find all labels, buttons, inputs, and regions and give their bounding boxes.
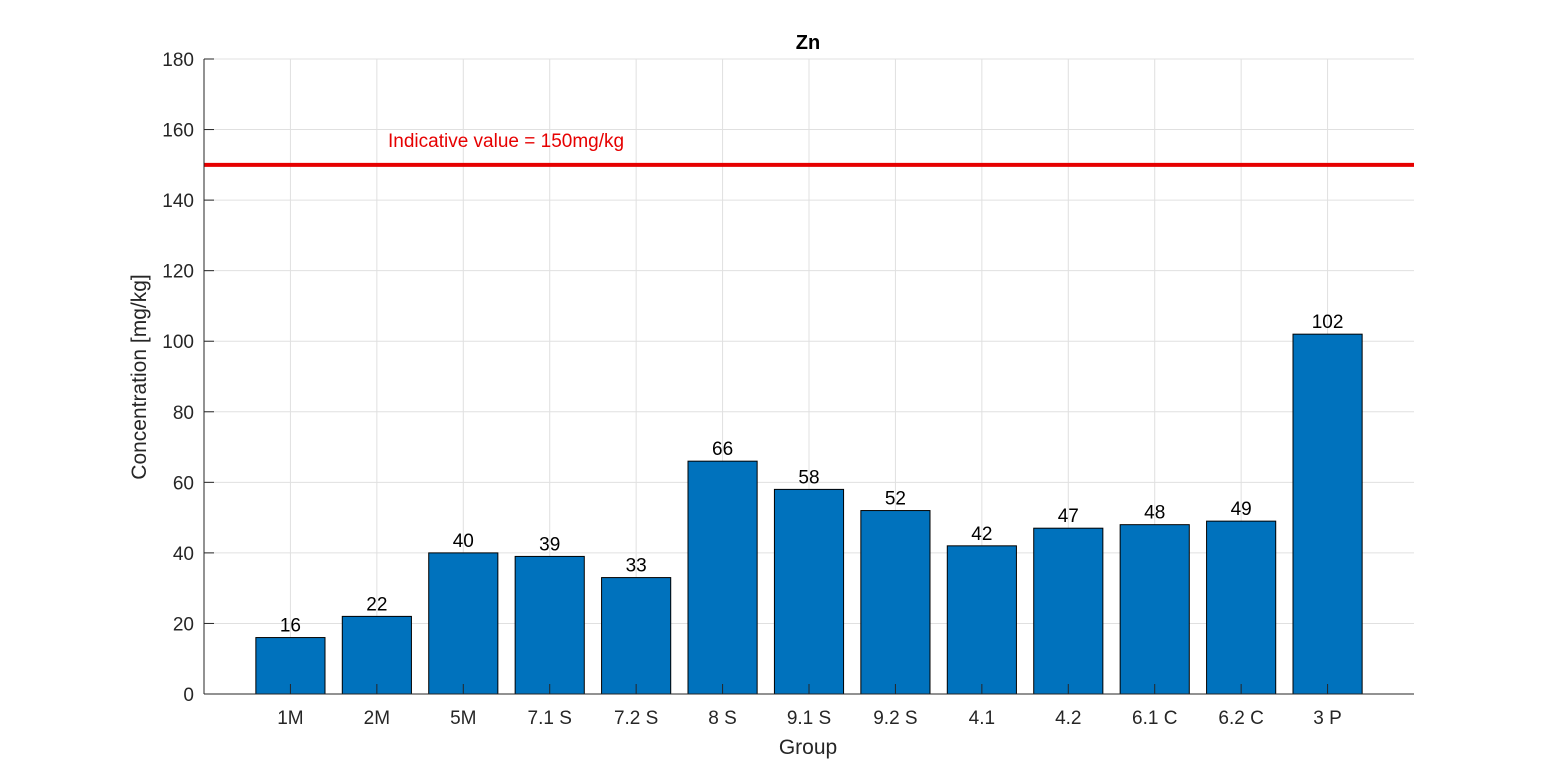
y-tick-label-4: 80 [173, 403, 194, 424]
x-tick-label-0: 1M [277, 708, 303, 729]
data-label-10: 48 [1144, 503, 1165, 524]
x-tick-label-12: 3 P [1313, 708, 1342, 729]
x-tick-label-11: 6.2 C [1218, 708, 1263, 729]
chart-title: Zn [796, 32, 820, 54]
bar-9 [1033, 527, 1104, 695]
reference-line-label: Indicative value = 150mg/kg [388, 131, 624, 152]
data-label-2: 40 [453, 531, 474, 552]
reference-line-group: Indicative value = 150mg/kg [204, 131, 1414, 167]
bar-1 [341, 615, 412, 695]
x-tick-label-10: 6.1 C [1132, 708, 1177, 729]
y-tick-label-5: 100 [162, 332, 194, 353]
x-axis-label: Group [779, 736, 837, 759]
x-tick-label-3: 7.1 S [528, 708, 572, 729]
bar-4 [601, 577, 672, 695]
bar-11 [1206, 520, 1277, 695]
y-tick-label-8: 160 [162, 121, 194, 142]
bar-7 [860, 510, 931, 695]
bar-2 [428, 552, 499, 695]
y-tick-label-9: 180 [162, 50, 194, 71]
x-tick-label-5: 8 S [708, 708, 737, 729]
bar-5 [687, 460, 758, 695]
bar-3 [514, 555, 585, 695]
bar-12 [1292, 333, 1363, 695]
data-label-6: 58 [798, 467, 819, 488]
data-label-8: 42 [971, 524, 992, 545]
data-labels: 16 22 40 39 33 66 58 52 42 47 48 49 102 [280, 312, 1344, 636]
data-label-9: 47 [1058, 506, 1079, 527]
y-tick-label-6: 120 [162, 262, 194, 283]
x-tick-label-6: 9.1 S [787, 708, 831, 729]
bars [255, 333, 1363, 695]
x-tick-label-7: 9.2 S [873, 708, 917, 729]
x-tick-label-1: 2M [364, 708, 390, 729]
bar-6 [773, 488, 845, 695]
y-tick-label-0: 0 [183, 685, 194, 706]
data-label-5: 66 [712, 439, 733, 460]
data-label-0: 16 [280, 616, 301, 637]
data-label-3: 39 [539, 534, 560, 555]
axes: 0 20 40 60 80 100 120 140 160 180 1M 2M 5M 7.1 S 7.2 S… [162, 50, 1414, 729]
data-label-12: 102 [1312, 312, 1344, 333]
data-label-1: 22 [366, 594, 387, 615]
y-axis-label: Concentration [mg/kg] [128, 274, 151, 479]
data-label-7: 52 [885, 489, 906, 510]
bar-10 [1119, 524, 1190, 695]
x-tick-label-9: 4.2 [1055, 708, 1081, 729]
y-tick-label-1: 20 [173, 614, 194, 635]
y-tick-label-2: 40 [173, 544, 194, 565]
data-label-11: 49 [1231, 499, 1252, 520]
y-tick-label-7: 140 [162, 191, 194, 212]
x-tick-label-4: 7.2 S [614, 708, 658, 729]
x-tick-label-2: 5M [450, 708, 476, 729]
x-tick-label-8: 4.1 [969, 708, 995, 729]
y-tick-label-3: 60 [173, 473, 194, 494]
bar-8 [946, 545, 1017, 695]
data-label-4: 33 [626, 556, 647, 577]
